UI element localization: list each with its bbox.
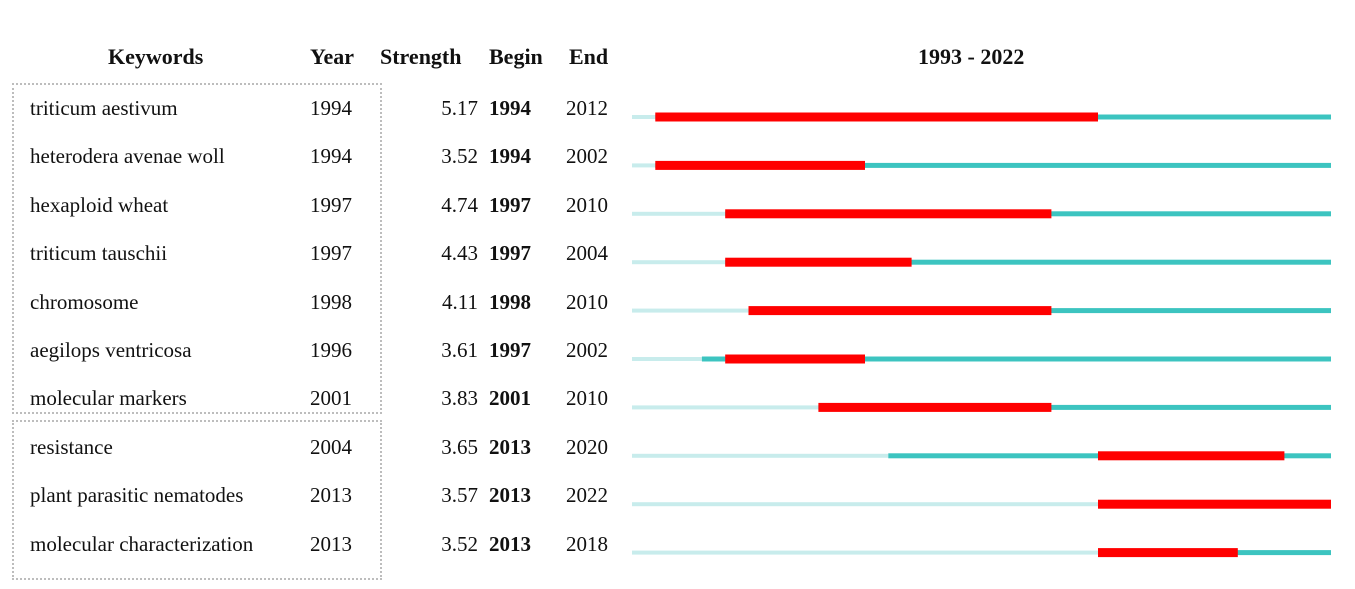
keyword-cell: aegilops ventricosa xyxy=(30,338,192,362)
group-box-1 xyxy=(12,83,382,414)
begin-cell: 2013 xyxy=(489,434,531,459)
strength-cell: 3.83 xyxy=(441,386,478,411)
active-segment xyxy=(655,162,1331,168)
year-cell: 1994 xyxy=(310,96,352,120)
strength-cell: 3.52 xyxy=(441,531,478,556)
burst-bar xyxy=(725,354,865,364)
keyword-cell: hexaploid wheat xyxy=(30,192,169,217)
table-row: molecular markers 2001 3.83 2001 2010 xyxy=(0,374,1355,422)
inactive-segment xyxy=(632,357,702,361)
inactive-segment xyxy=(632,260,726,265)
keyword-cell: molecular markers xyxy=(30,386,187,411)
table-row: molecular characterization 2013 3.52 2013 20… xyxy=(0,520,1355,568)
burst-bar xyxy=(725,257,912,267)
table-row: plant parasitic nematodes 2013 3.57 2013 202… xyxy=(0,471,1355,519)
header-end: End xyxy=(569,44,609,69)
table-row: resistance 2004 3.65 2013 2020 xyxy=(0,423,1355,471)
burst-bar xyxy=(1098,548,1238,558)
year-cell: 1994 xyxy=(310,144,352,169)
keyword-cell: chromosome xyxy=(30,289,139,314)
inactive-segment xyxy=(632,211,726,216)
burst-bar xyxy=(725,209,1052,219)
table-row: hexaploid wheat 1997 4.74 1997 2010 xyxy=(0,181,1355,229)
year-cell: 2013 xyxy=(310,483,352,508)
burst-bar xyxy=(1098,499,1331,509)
end-cell: 2010 xyxy=(566,386,608,411)
year-cell: 2013 xyxy=(310,531,352,556)
keyword-cell: triticum tauschii xyxy=(30,241,168,266)
strength-cell: 3.61 xyxy=(441,338,478,362)
year-cell: 1997 xyxy=(310,192,352,217)
burst-bar xyxy=(818,402,1052,412)
table-row: triticum tauschii 1997 4.43 1997 2004 xyxy=(0,229,1355,277)
active-segment xyxy=(725,259,1331,265)
year-cell: 1998 xyxy=(310,289,352,314)
end-cell: 2018 xyxy=(566,531,608,556)
begin-cell: 1998 xyxy=(489,289,531,314)
inactive-segment xyxy=(632,502,1098,507)
begin-cell: 2013 xyxy=(489,531,531,556)
end-cell: 2022 xyxy=(566,483,608,508)
end-cell: 2012 xyxy=(566,96,608,120)
inactive-segment xyxy=(632,453,889,458)
end-cell: 2004 xyxy=(566,241,608,266)
burst-bar xyxy=(748,306,1052,316)
strength-cell: 4.11 xyxy=(442,289,478,314)
table-row: triticum aestivum 1994 5.17 1994 2012 xyxy=(0,84,1355,132)
header-year: Year xyxy=(310,44,354,69)
burst-bar xyxy=(1098,451,1285,461)
inactive-segment xyxy=(632,115,656,119)
begin-cell: 1997 xyxy=(489,192,531,217)
table-row: aegilops ventricosa 1996 3.61 1997 2002 xyxy=(0,326,1355,374)
strength-cell: 4.43 xyxy=(441,241,478,266)
keyword-cell: molecular characterization xyxy=(30,531,254,556)
header-keywords: Keywords xyxy=(108,44,204,69)
end-cell: 2002 xyxy=(566,144,608,169)
inactive-segment xyxy=(632,550,1098,555)
header-begin: Begin xyxy=(489,44,543,69)
begin-cell: 1997 xyxy=(489,241,531,266)
begin-cell: 1994 xyxy=(489,144,531,169)
burst-bar xyxy=(655,112,1098,122)
begin-cell: 1994 xyxy=(489,96,531,120)
burst-bar xyxy=(655,160,865,170)
begin-cell: 2001 xyxy=(489,386,531,411)
strength-cell: 5.17 xyxy=(441,96,478,120)
end-cell: 2010 xyxy=(566,289,608,314)
end-cell: 2020 xyxy=(566,434,608,459)
keyword-cell: resistance xyxy=(30,434,113,459)
table-row: chromosome 1998 4.11 1998 2010 xyxy=(0,278,1355,326)
end-cell: 2010 xyxy=(566,192,608,217)
keyword-cell: plant parasitic nematodes xyxy=(30,483,244,508)
strength-cell: 3.52 xyxy=(441,144,478,169)
inactive-segment xyxy=(632,163,656,168)
active-segment xyxy=(701,356,1331,362)
group-box-2 xyxy=(12,420,382,580)
header-strength: Strength xyxy=(380,44,462,69)
year-cell: 1997 xyxy=(310,241,352,266)
begin-cell: 2013 xyxy=(489,483,531,508)
keyword-cell: triticum aestivum xyxy=(30,96,178,120)
strength-cell: 3.57 xyxy=(441,483,478,508)
chart-title: 1993 - 2022 xyxy=(918,44,1025,69)
active-segment xyxy=(818,404,1331,410)
strength-cell: 4.74 xyxy=(441,192,478,217)
strength-cell: 3.65 xyxy=(441,434,478,459)
begin-cell: 1997 xyxy=(489,338,531,362)
inactive-segment xyxy=(632,405,819,410)
year-cell: 2004 xyxy=(310,434,352,459)
year-cell: 1996 xyxy=(310,338,352,362)
year-cell: 2001 xyxy=(310,386,352,411)
keyword-cell: heterodera avenae woll xyxy=(30,144,225,169)
table-row: heterodera avenae woll 1994 3.52 1994 2002 xyxy=(0,132,1355,180)
end-cell: 2002 xyxy=(566,338,608,362)
inactive-segment xyxy=(632,308,749,313)
